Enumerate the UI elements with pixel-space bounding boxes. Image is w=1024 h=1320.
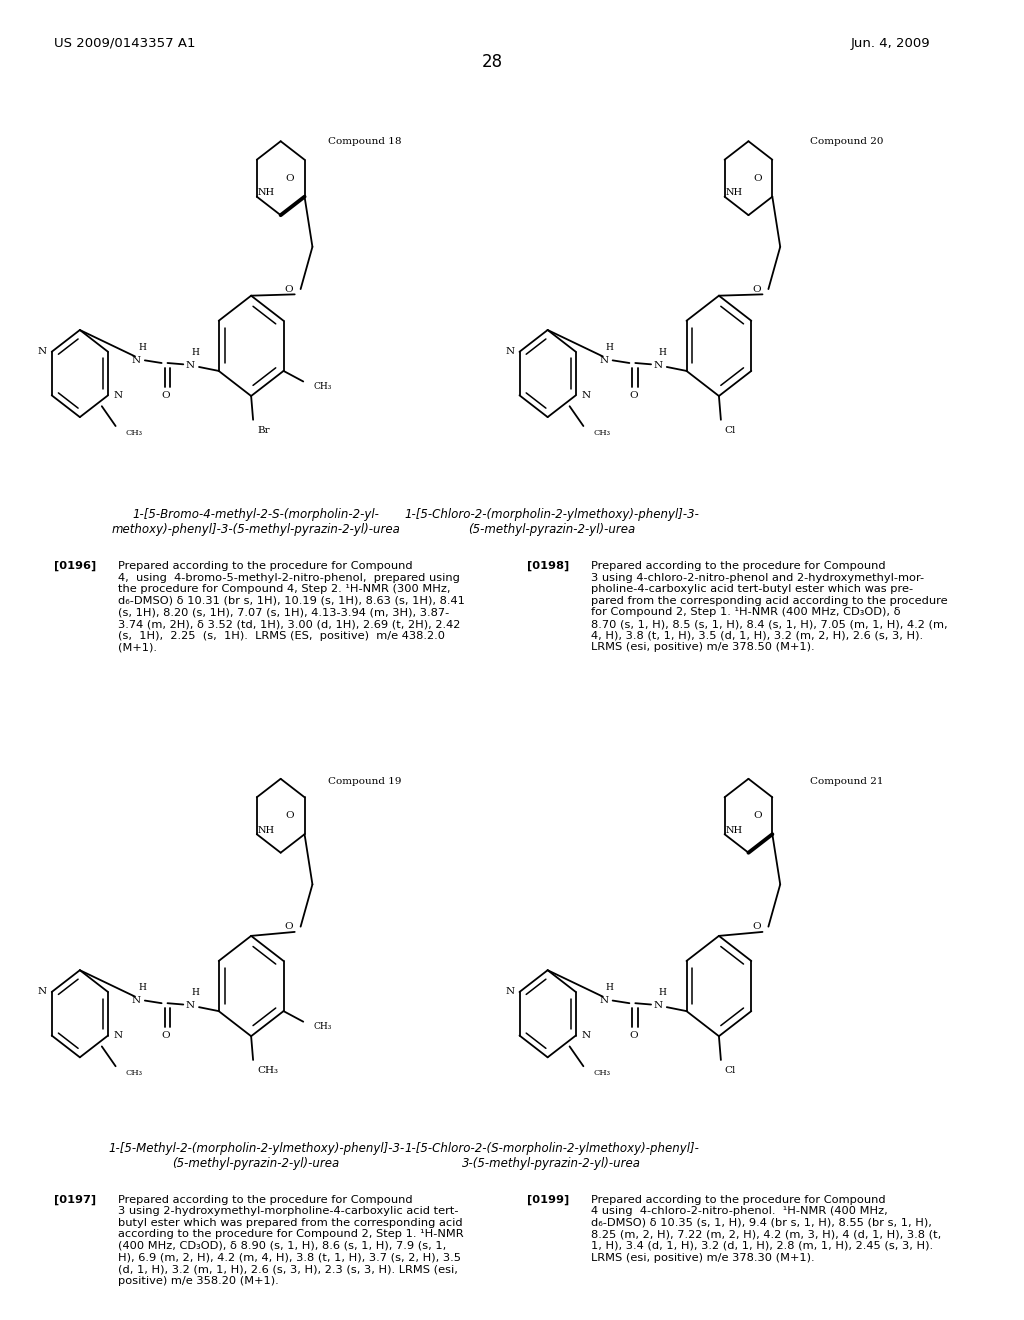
- Text: H: H: [658, 989, 667, 997]
- Text: Prepared according to the procedure for Compound
4 using  4-chloro-2-nitro-pheno: Prepared according to the procedure for …: [591, 1195, 941, 1263]
- Text: N: N: [599, 356, 608, 364]
- Text: 1-[5-Bromo-4-methyl-2-S-(morpholin-2-yl-
methoxy)-phenyl]-3-(5-methyl-pyrazin-2-: 1-[5-Bromo-4-methyl-2-S-(morpholin-2-yl-…: [112, 508, 400, 536]
- Text: O: O: [285, 285, 293, 293]
- Text: H: H: [138, 983, 145, 991]
- Text: 1-[5-Chloro-2-(S-morpholin-2-ylmethoxy)-phenyl]-
3-(5-methyl-pyrazin-2-yl)-urea: 1-[5-Chloro-2-(S-morpholin-2-ylmethoxy)-…: [404, 1142, 699, 1170]
- Text: O: O: [161, 1031, 170, 1040]
- Text: H: H: [658, 348, 667, 356]
- Text: Jun. 4, 2009: Jun. 4, 2009: [851, 37, 931, 50]
- Text: CH₃: CH₃: [313, 383, 332, 391]
- Text: H: H: [138, 343, 145, 351]
- Text: Prepared according to the procedure for Compound
4,  using  4-bromo-5-methyl-2-n: Prepared according to the procedure for …: [118, 561, 465, 652]
- Text: H: H: [606, 343, 613, 351]
- Text: 28: 28: [482, 53, 503, 71]
- Text: Compound 21: Compound 21: [810, 777, 884, 785]
- Text: N: N: [653, 1002, 663, 1010]
- Text: O: O: [286, 174, 294, 182]
- Text: H: H: [191, 348, 199, 356]
- Text: CH₃: CH₃: [593, 1069, 610, 1077]
- Text: NH: NH: [258, 826, 275, 834]
- Text: [0199]: [0199]: [527, 1195, 569, 1205]
- Text: CH₃: CH₃: [126, 1069, 142, 1077]
- Text: [0197]: [0197]: [54, 1195, 96, 1205]
- Text: CH₃: CH₃: [313, 1023, 332, 1031]
- Text: O: O: [629, 391, 638, 400]
- Text: N: N: [185, 362, 195, 370]
- Text: Compound 18: Compound 18: [328, 137, 401, 145]
- Text: Br: Br: [257, 426, 269, 434]
- Text: O: O: [753, 285, 761, 293]
- Text: N: N: [37, 347, 46, 356]
- Text: O: O: [629, 1031, 638, 1040]
- Text: Cl: Cl: [725, 426, 736, 434]
- Text: N: N: [599, 997, 608, 1005]
- Text: H: H: [606, 983, 613, 991]
- Text: CH₃: CH₃: [126, 429, 142, 437]
- Text: Compound 19: Compound 19: [328, 777, 401, 785]
- Text: 1-[5-Methyl-2-(morpholin-2-ylmethoxy)-phenyl]-3-
(5-methyl-pyrazin-2-yl)-urea: 1-[5-Methyl-2-(morpholin-2-ylmethoxy)-ph…: [108, 1142, 404, 1170]
- Text: US 2009/0143357 A1: US 2009/0143357 A1: [54, 37, 196, 50]
- Text: O: O: [753, 923, 761, 931]
- Text: N: N: [131, 356, 140, 364]
- Text: N: N: [131, 997, 140, 1005]
- Text: N: N: [114, 391, 123, 400]
- Text: N: N: [581, 391, 590, 400]
- Text: N: N: [185, 1002, 195, 1010]
- Text: N: N: [653, 362, 663, 370]
- Text: NH: NH: [726, 826, 743, 834]
- Text: 1-[5-Chloro-2-(morpholin-2-ylmethoxy)-phenyl]-3-
(5-methyl-pyrazin-2-yl)-urea: 1-[5-Chloro-2-(morpholin-2-ylmethoxy)-ph…: [404, 508, 699, 536]
- Text: H: H: [191, 989, 199, 997]
- Text: [0196]: [0196]: [54, 561, 96, 572]
- Text: CH₃: CH₃: [257, 1067, 279, 1074]
- Text: O: O: [754, 812, 762, 820]
- Text: O: O: [286, 812, 294, 820]
- Text: NH: NH: [726, 189, 743, 197]
- Text: Prepared according to the procedure for Compound
3 using 2-hydroxymethyl-morphol: Prepared according to the procedure for …: [118, 1195, 464, 1286]
- Text: Prepared according to the procedure for Compound
3 using 4-chloro-2-nitro-phenol: Prepared according to the procedure for …: [591, 561, 947, 652]
- Text: Compound 20: Compound 20: [810, 137, 884, 145]
- Text: N: N: [505, 347, 514, 356]
- Text: N: N: [505, 987, 514, 997]
- Text: N: N: [37, 987, 46, 997]
- Text: N: N: [114, 1031, 123, 1040]
- Text: CH₃: CH₃: [593, 429, 610, 437]
- Text: NH: NH: [258, 189, 275, 197]
- Text: Cl: Cl: [725, 1067, 736, 1074]
- Text: O: O: [754, 174, 762, 182]
- Text: N: N: [581, 1031, 590, 1040]
- Text: O: O: [161, 391, 170, 400]
- Text: O: O: [285, 923, 293, 931]
- Text: [0198]: [0198]: [527, 561, 569, 572]
